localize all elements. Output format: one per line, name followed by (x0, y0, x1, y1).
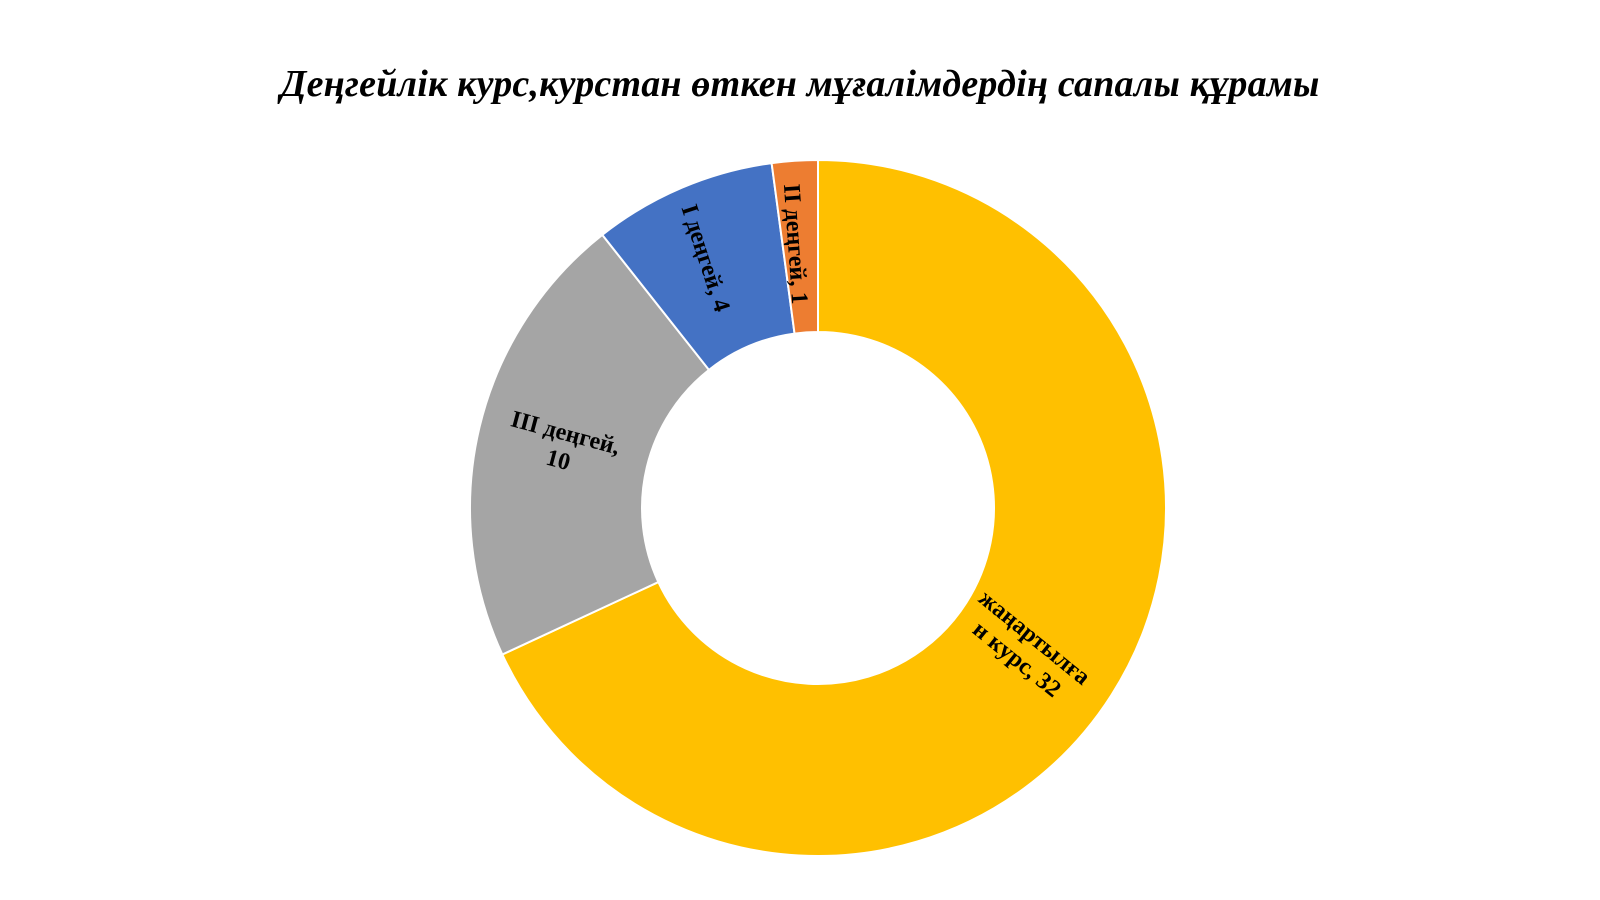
slice-iii-деңгей (469, 233, 711, 656)
chart-title: Деңгейлік курс,курстан өткен мұғалімдерд… (280, 63, 1320, 105)
donut-slices (469, 158, 1167, 857)
slice-жаңартылған-курс (501, 158, 1167, 857)
slice-ii-деңгей (770, 158, 819, 335)
